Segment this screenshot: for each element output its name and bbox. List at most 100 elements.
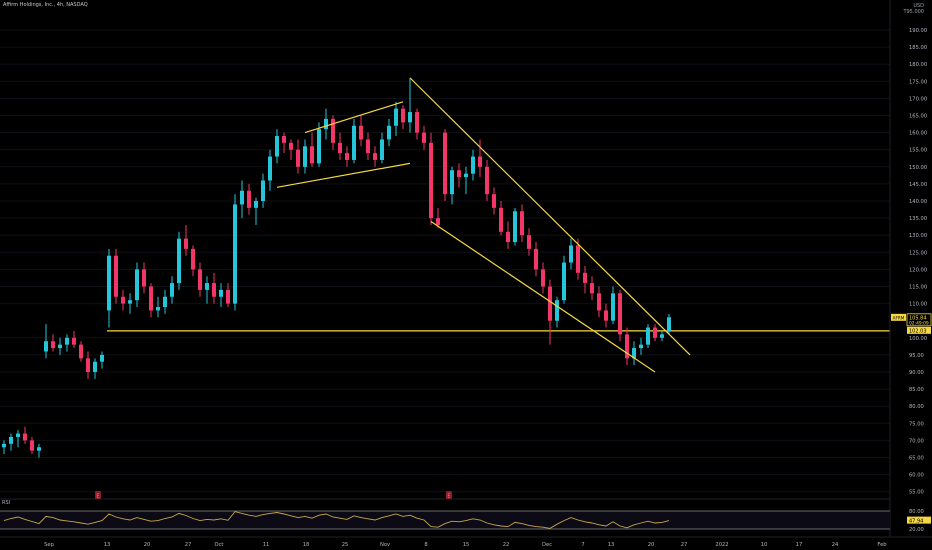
earnings-marker-icon: [95, 491, 101, 499]
candle-body: [93, 361, 97, 372]
candle-body: [464, 173, 468, 178]
candle-body: [443, 132, 447, 195]
trendline-flag-upper: [304, 101, 404, 134]
price-tick-label: 155.00: [909, 148, 927, 154]
candle-body: [86, 358, 90, 372]
symbol-text: Affirm Holdings, Inc., 4h, NASDAQ: [3, 2, 88, 8]
price-axis[interactable]: 190.00 185.00 180.00 175.00 170.00 165.00 160.…: [889, 0, 927, 537]
candle-body: [625, 334, 629, 359]
candle-body: [191, 248, 195, 270]
rsi-band: [0, 511, 890, 529]
candle-body: [30, 440, 34, 451]
time-tick-label: 15: [463, 542, 470, 548]
candle-body: [219, 289, 223, 297]
candle-body: [156, 307, 160, 311]
candle-body: [646, 327, 650, 345]
candle-body: [275, 136, 279, 157]
candle-body: [268, 156, 272, 181]
candle-body: [653, 327, 657, 338]
trendline-channel-lower: [430, 221, 656, 373]
candle-body: [226, 289, 230, 304]
trendline-flag-lower: [276, 162, 411, 188]
price-tick-label: 190.00: [909, 28, 927, 34]
countdown-text: 02:49:09: [909, 321, 929, 327]
candle-body: [198, 269, 202, 290]
time-tick-label: 17: [796, 542, 803, 548]
price-tick-label: 75.00: [909, 421, 924, 427]
currency-label[interactable]: USD T95.000: [903, 3, 924, 15]
price-tick-label: 65.00: [909, 456, 924, 462]
candle-body: [429, 142, 433, 219]
candle-body: [562, 262, 566, 301]
candle-body: [373, 153, 377, 160]
price-tick-label: 185.00: [909, 45, 927, 51]
candle-body: [359, 125, 363, 140]
candle-body: [534, 248, 538, 270]
candle-body: [366, 139, 370, 154]
rsi-panel: RSI 80.00 20.00: [0, 498, 924, 533]
price-tick-label: 120.00: [909, 267, 927, 273]
price-tick-label: 165.00: [909, 114, 927, 120]
candle-body: [478, 156, 482, 167]
rsi-label: RSI: [2, 500, 10, 506]
candle-body: [639, 344, 643, 349]
candle-body: [394, 108, 398, 126]
candle-body: [247, 190, 251, 208]
rsi-tick-label: 20.00: [909, 527, 924, 533]
candle-body: [632, 348, 636, 359]
price-tick-label: 140.00: [909, 199, 927, 205]
candle-body: [58, 344, 62, 349]
trendlines[interactable]: [276, 77, 691, 373]
currency-text: USD: [913, 3, 924, 9]
symbol-title[interactable]: Affirm Holdings, Inc., 4h, NASDAQ: [3, 2, 88, 8]
time-tick-label: 22: [503, 542, 510, 548]
candle-body: [597, 293, 601, 311]
price-tick-label: 70.00: [909, 438, 924, 444]
candle-body: [499, 207, 503, 232]
candle-body: [408, 112, 412, 123]
price-tick-label: 115.00: [909, 285, 927, 291]
candle-body: [590, 283, 594, 294]
ticker-badge-tag: [891, 313, 906, 321]
candle-body: [611, 293, 615, 321]
price-tick-label: 170.00: [909, 96, 927, 102]
last-price-badge: [906, 313, 932, 327]
candle-body: [667, 317, 671, 331]
candle-body: [205, 283, 209, 290]
trendline-channel-upper: [409, 77, 691, 356]
candle-body: [149, 286, 153, 311]
price-tick-label: 110.00: [909, 302, 927, 308]
candle-body: [303, 146, 307, 167]
candle-body: [65, 337, 69, 345]
earnings-marker-label: E: [447, 494, 450, 500]
candle-body: [212, 283, 216, 297]
candle-body: [310, 146, 314, 164]
candle-body: [254, 201, 258, 208]
time-tick-label: 20: [648, 542, 655, 548]
candle-body: [289, 142, 293, 150]
grid: [0, 29, 890, 493]
candle-body: [317, 129, 321, 164]
candle-body: [450, 170, 454, 195]
candle-body: [387, 125, 391, 140]
candle-body: [240, 190, 244, 205]
time-tick-label: Sep: [44, 542, 54, 548]
candle-body: [100, 354, 104, 362]
time-tick-label: Feb: [877, 542, 887, 548]
price-tick-label: 90.00: [909, 370, 924, 376]
candle-body: [513, 211, 517, 243]
price-tick-label: 160.00: [909, 131, 927, 137]
time-axis[interactable]: Sep 13 20 27 Oct 11 18 25 Nov 8 15 22 Dec 7 13 20 27 2022…: [0, 536, 932, 548]
candle-body: [9, 436, 13, 444]
candle-body: [37, 447, 41, 451]
price-tick-label: 95.00: [909, 353, 924, 359]
candle-body: [436, 218, 440, 225]
candle-body: [492, 194, 496, 208]
price-tick-label: 135.00: [909, 216, 927, 222]
candle-body: [177, 238, 181, 284]
candle-body: [170, 283, 174, 297]
candle-body: [296, 149, 300, 167]
candle-body: [128, 300, 132, 304]
